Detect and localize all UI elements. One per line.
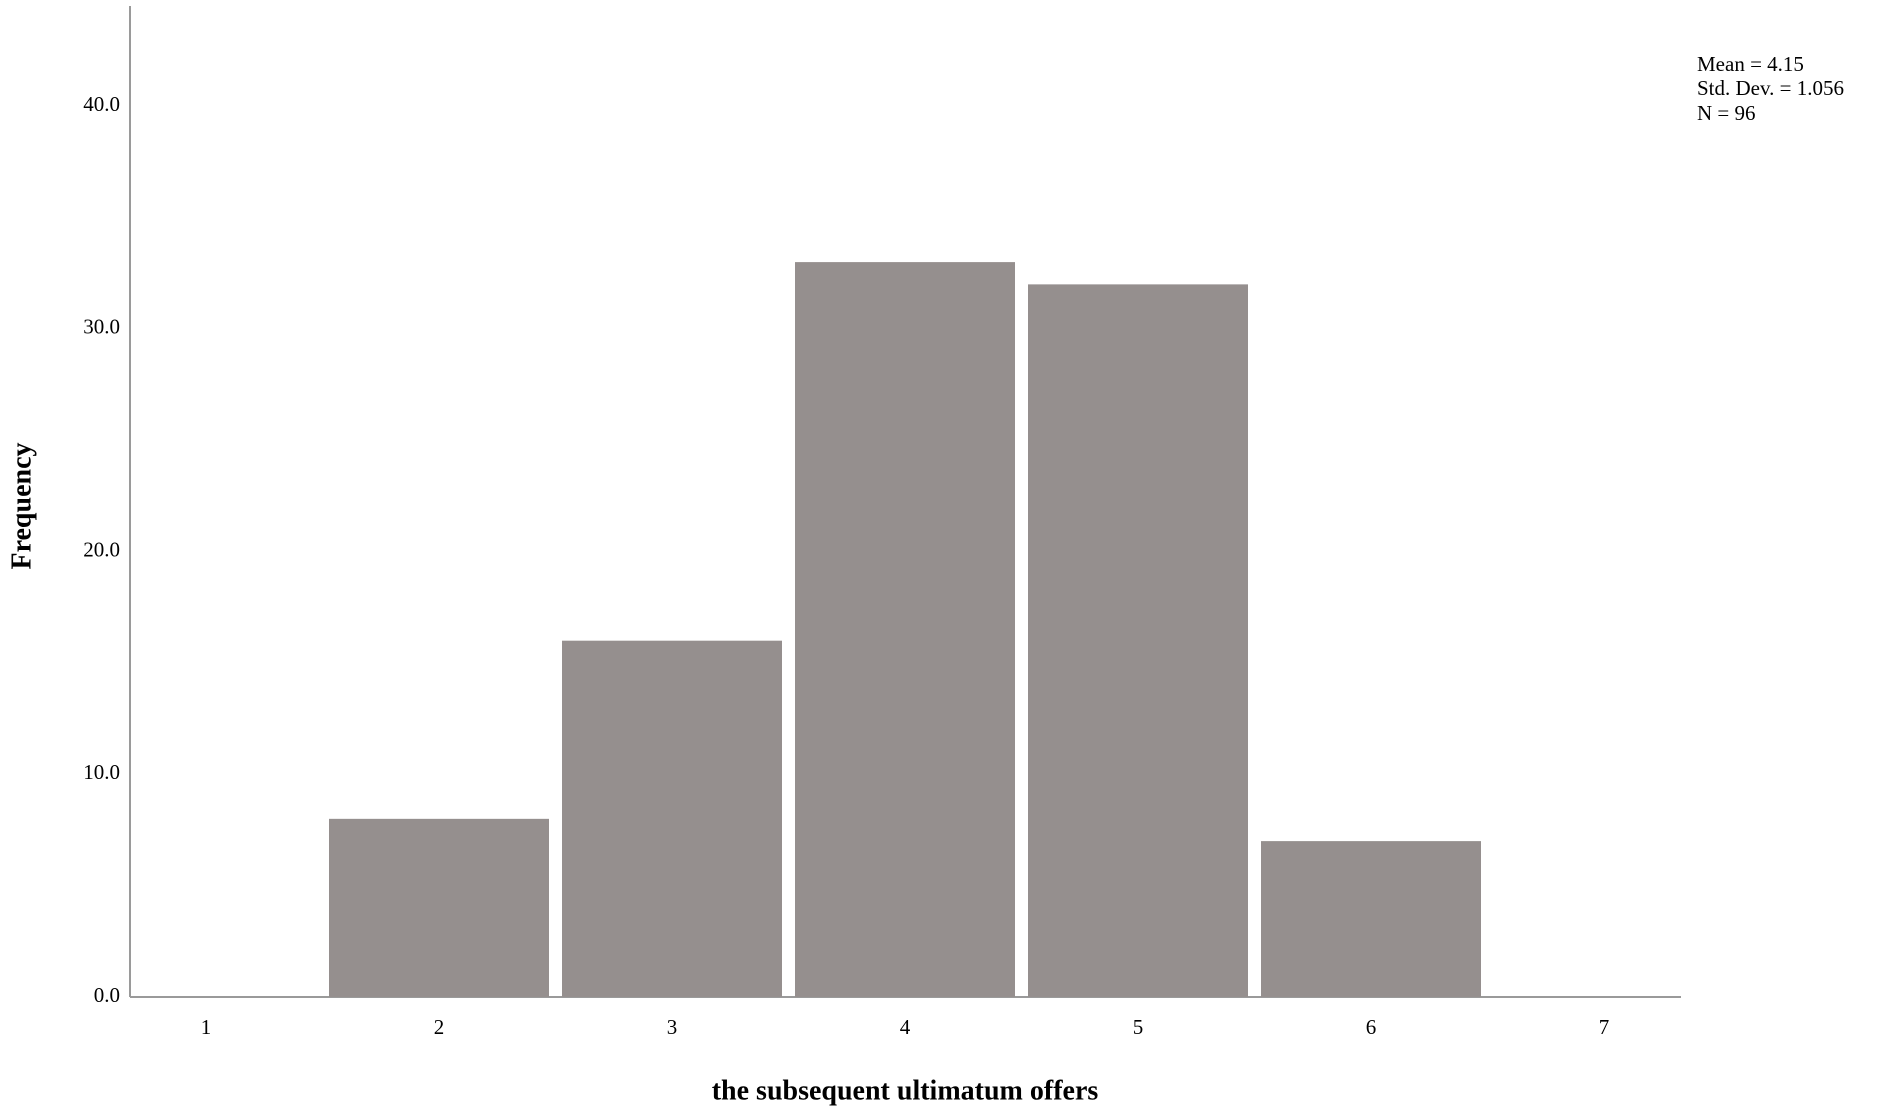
x-tick-label: 1 [201,1015,212,1039]
x-axis-title: the subsequent ultimatum offers [712,1075,1099,1106]
y-tick-label: 10.0 [83,760,120,784]
annotation: N = 96 [1697,101,1756,125]
bar [562,640,782,997]
x-tick-label: 2 [434,1015,445,1039]
bar [1261,841,1481,997]
bar [1028,284,1248,997]
annotation: Mean = 4.15 [1697,52,1804,76]
x-tick-label: 6 [1366,1015,1377,1039]
x-tick-label: 3 [667,1015,678,1039]
x-tick-label: 5 [1133,1015,1144,1039]
y-tick-label: 20.0 [83,537,120,561]
bar [329,818,549,997]
annotation: Std. Dev. = 1.056 [1697,76,1844,100]
bar [795,262,1015,997]
y-tick-label: 0.0 [94,983,120,1007]
x-tick-label: 4 [900,1015,911,1039]
y-axis-title: Frequency [6,442,37,569]
y-tick-label: 40.0 [83,92,120,116]
x-tick-label: 7 [1599,1015,1610,1039]
y-tick-label: 30.0 [83,315,120,339]
